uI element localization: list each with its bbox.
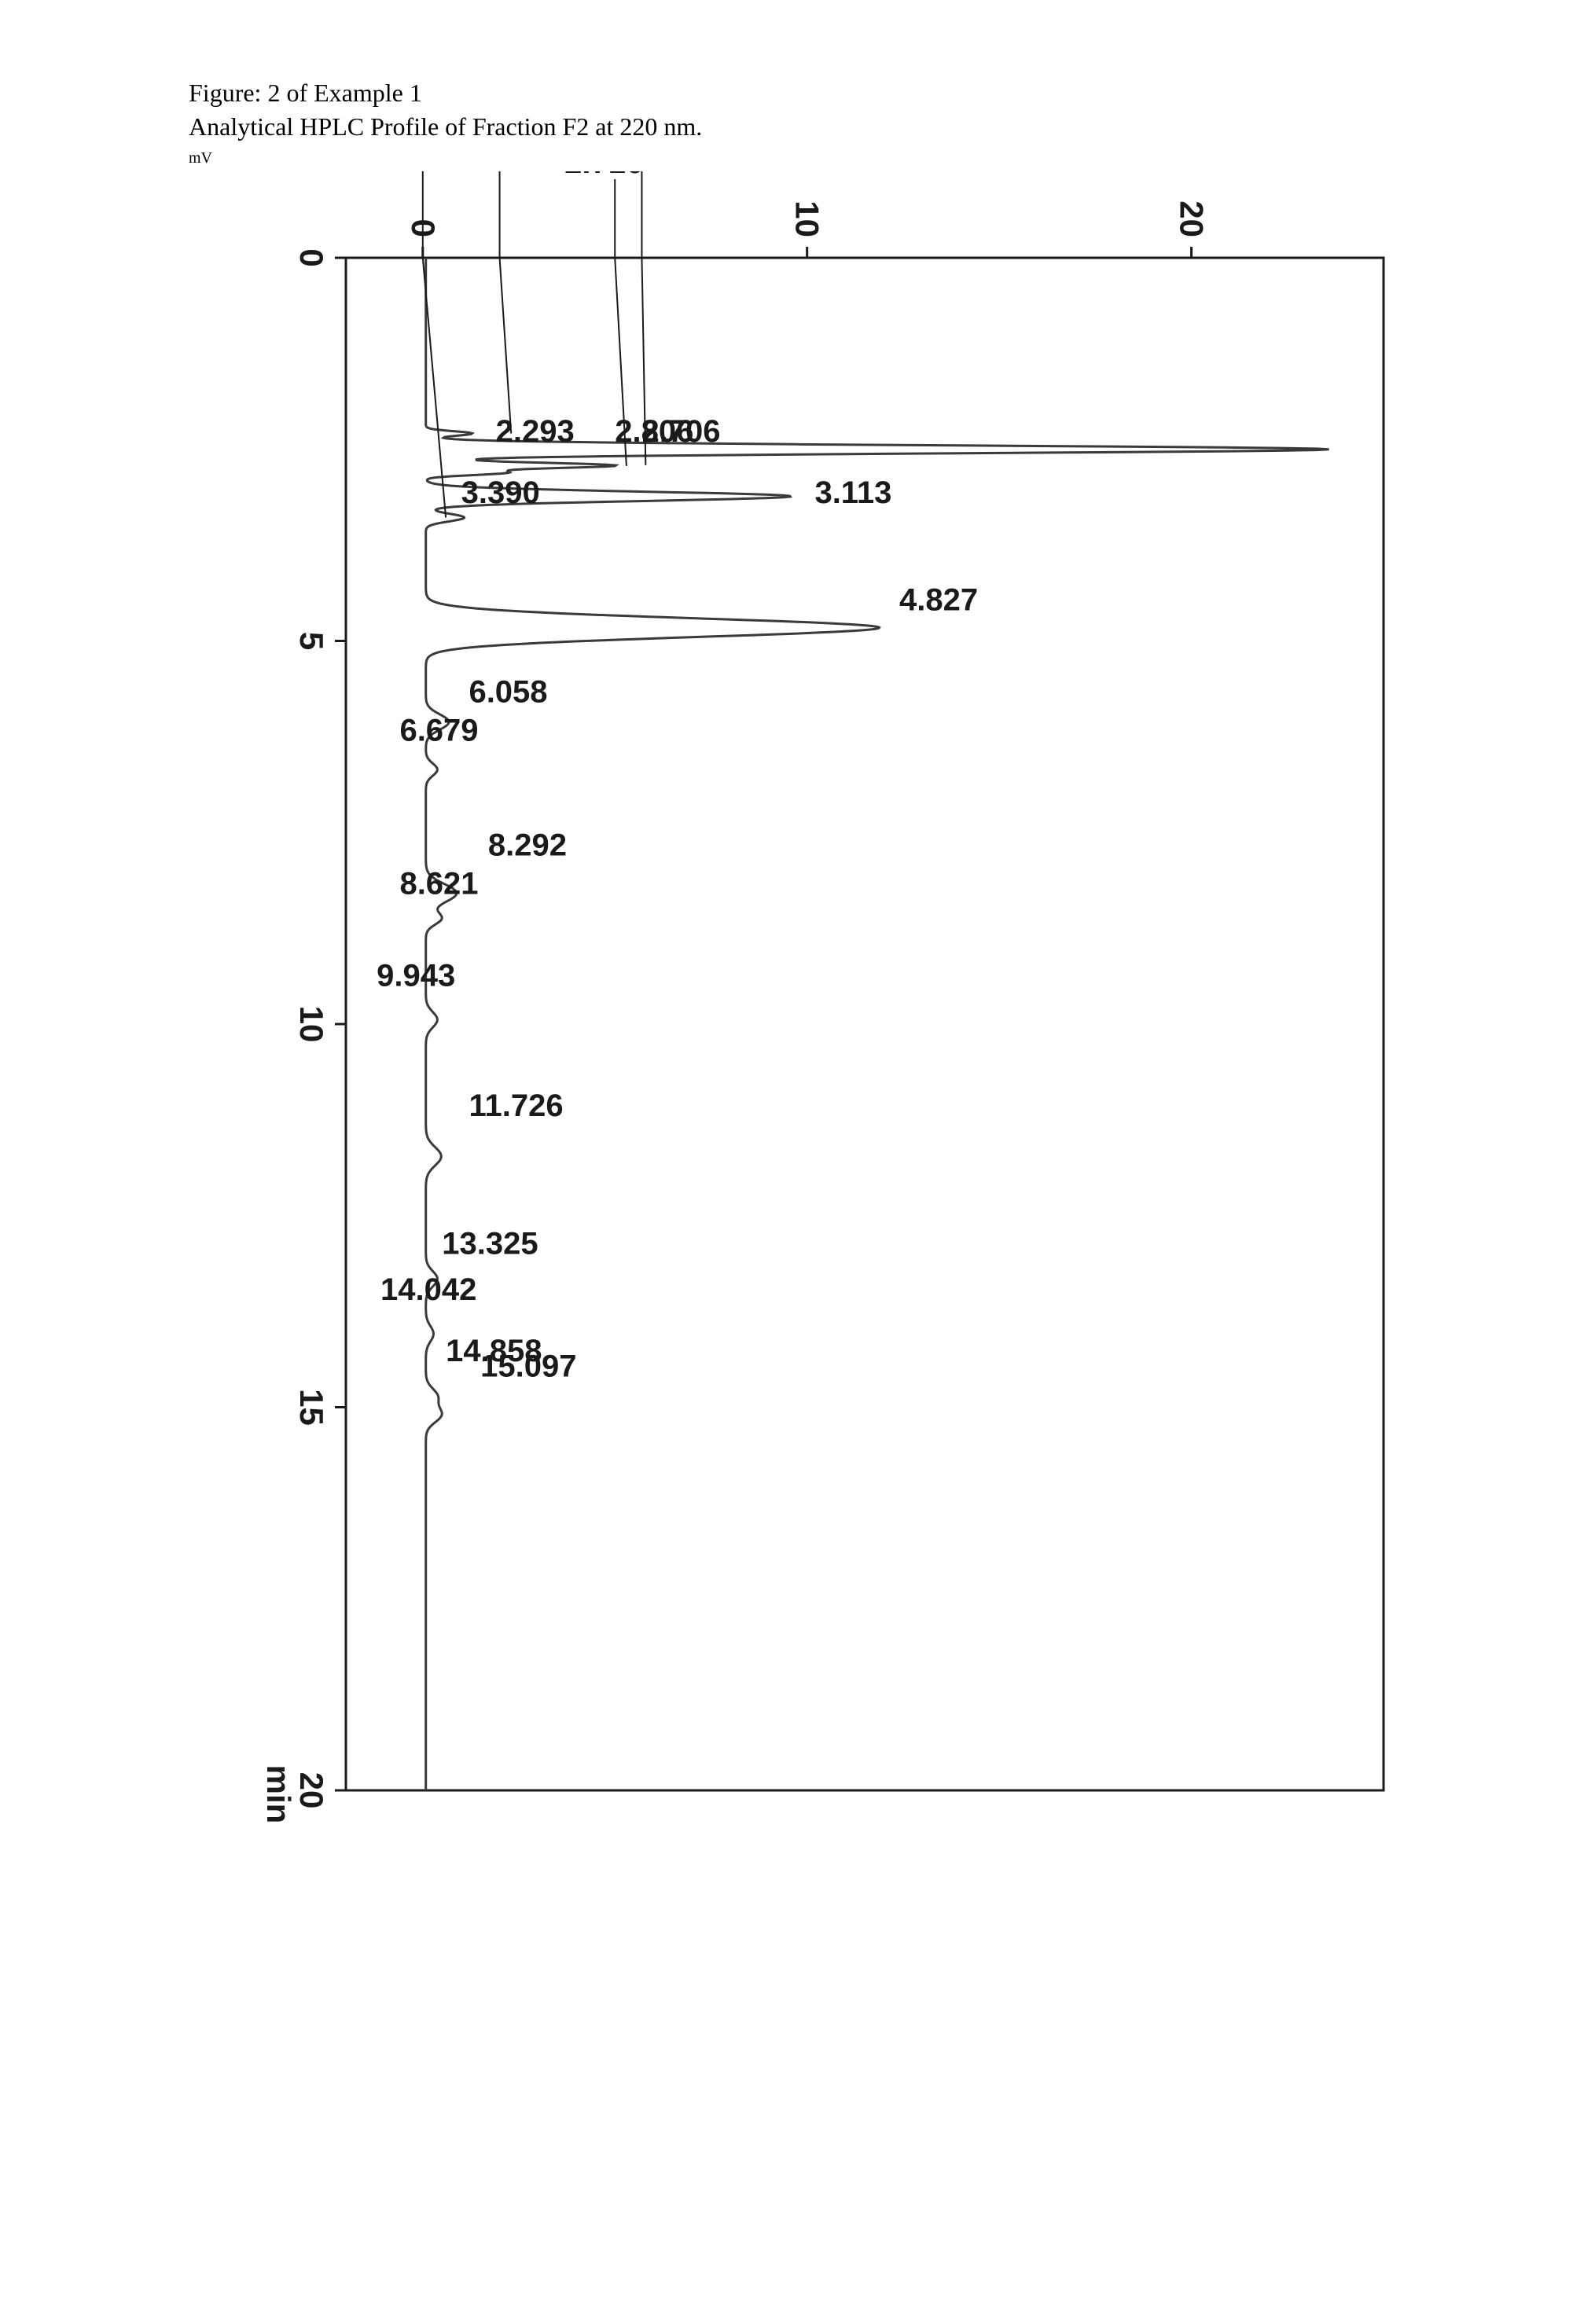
- y-axis-unit-label: mV: [189, 149, 1542, 167]
- svg-text:2.716: 2.716: [564, 171, 643, 180]
- svg-text:10: 10: [789, 200, 826, 237]
- svg-text:20: 20: [1174, 200, 1211, 237]
- svg-text:9.943: 9.943: [377, 958, 455, 993]
- svg-text:3.113: 3.113: [814, 475, 891, 510]
- svg-text:0: 0: [293, 248, 330, 266]
- svg-text:2.293: 2.293: [496, 414, 575, 449]
- svg-text:6.679: 6.679: [399, 713, 478, 747]
- svg-text:8.621: 8.621: [399, 866, 478, 901]
- svg-text:14.042: 14.042: [380, 1272, 476, 1307]
- svg-text:8.292: 8.292: [488, 828, 567, 863]
- chart-wrapper: 05101520min010203.1132.7062.8062.2933.39…: [189, 171, 1368, 1900]
- svg-text:min: min: [260, 1765, 297, 1824]
- svg-text:11.726: 11.726: [469, 1089, 563, 1123]
- svg-text:5: 5: [293, 632, 330, 650]
- svg-text:20: 20: [293, 1772, 330, 1809]
- svg-text:2.806: 2.806: [615, 414, 693, 449]
- svg-text:4.827: 4.827: [899, 583, 978, 618]
- svg-text:6.058: 6.058: [469, 675, 547, 710]
- svg-text:15: 15: [293, 1389, 330, 1426]
- svg-text:13.325: 13.325: [442, 1227, 538, 1261]
- svg-text:3.390: 3.390: [461, 475, 540, 510]
- figure-subtitle: Analytical HPLC Profile of Fraction F2 a…: [189, 112, 1542, 141]
- chromatogram-chart: 05101520min010203.1132.7062.8062.2933.39…: [189, 171, 1486, 2018]
- figure-container: Figure: 2 of Example 1 Analytical HPLC P…: [189, 79, 1542, 1900]
- svg-text:10: 10: [293, 1006, 330, 1043]
- figure-title: Figure: 2 of Example 1: [189, 79, 1542, 108]
- svg-text:15.097: 15.097: [480, 1349, 576, 1384]
